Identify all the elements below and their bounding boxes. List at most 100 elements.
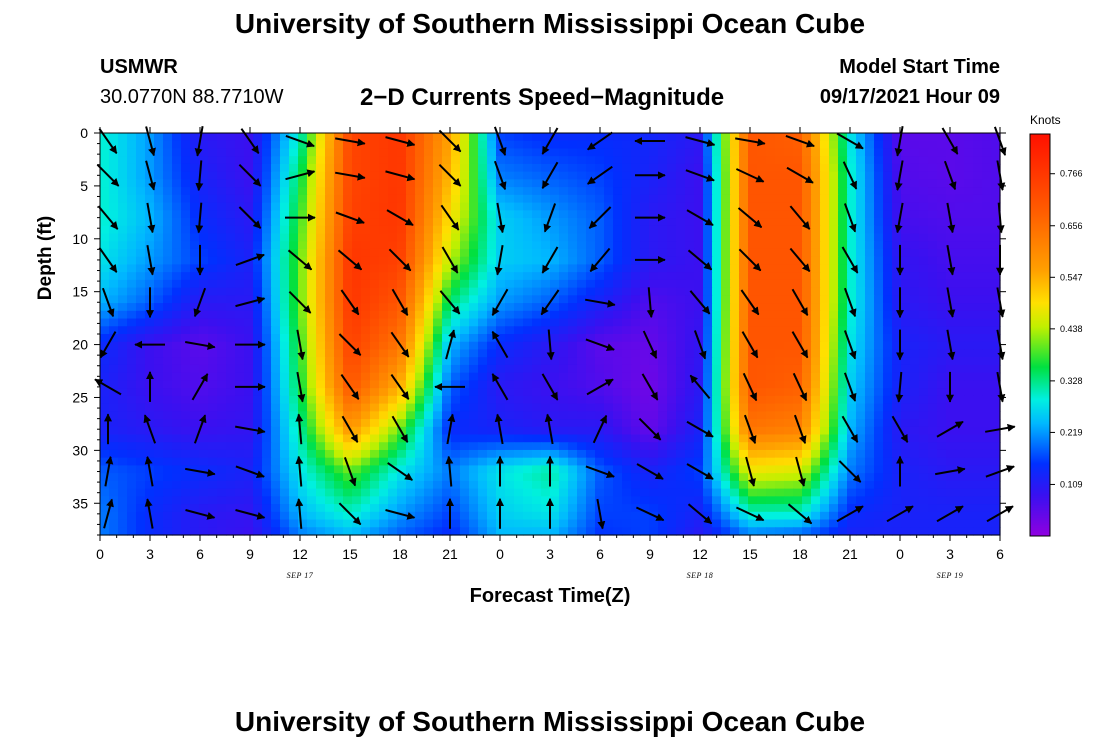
heatmap-cell — [622, 388, 632, 397]
heatmap-cell — [955, 140, 965, 150]
heatmap-cell — [865, 434, 875, 443]
heatmap-cell — [199, 426, 209, 436]
heatmap-cell — [208, 496, 218, 505]
heatmap-cell — [685, 434, 695, 443]
heatmap-cell — [172, 426, 182, 436]
heatmap-cell — [298, 256, 308, 266]
heatmap-cell — [667, 295, 677, 304]
heatmap-cell — [604, 241, 614, 250]
heatmap-cell — [568, 163, 578, 173]
heatmap-cell — [172, 395, 182, 405]
heatmap-cell — [460, 310, 470, 320]
heatmap-cell — [208, 326, 218, 335]
heatmap-cell — [415, 480, 425, 490]
heatmap-cell — [469, 202, 479, 211]
heatmap-cell — [370, 364, 380, 374]
heatmap-cell — [631, 264, 641, 273]
heatmap-cell — [181, 434, 191, 443]
heatmap-cell — [676, 303, 686, 312]
heatmap-cell — [883, 303, 893, 312]
heatmap-cell — [451, 133, 461, 142]
heatmap-cell — [172, 380, 182, 389]
heatmap-cell — [397, 473, 407, 482]
heatmap-cell — [703, 179, 713, 188]
heatmap-cell — [388, 457, 398, 467]
heatmap-cell — [640, 341, 650, 351]
heatmap-cell — [550, 295, 560, 304]
heatmap-cell — [460, 457, 470, 467]
heatmap-cell — [658, 303, 668, 312]
heatmap-cell — [910, 426, 920, 436]
heatmap-cell — [361, 272, 371, 281]
heatmap-cell — [433, 473, 443, 482]
heatmap-cell — [937, 504, 947, 513]
heatmap-cell — [964, 179, 974, 188]
heatmap-cell — [307, 357, 317, 366]
heatmap-cell — [721, 419, 731, 428]
heatmap-cell — [730, 488, 740, 497]
heatmap-cell — [883, 187, 893, 196]
heatmap-cell — [694, 504, 704, 513]
heatmap-cell — [379, 480, 389, 490]
heatmap-cell — [361, 187, 371, 196]
heatmap-cell — [109, 411, 119, 420]
heatmap-cell — [847, 364, 857, 374]
heatmap-cell — [316, 372, 326, 381]
heatmap-cell — [604, 133, 614, 142]
heatmap-cell — [433, 148, 443, 157]
heatmap-cell — [784, 256, 794, 266]
heatmap-cell — [190, 279, 200, 289]
heatmap-cell — [694, 473, 704, 482]
heatmap-cell — [226, 395, 236, 405]
heatmap-cell — [172, 488, 182, 497]
heatmap-cell — [685, 488, 695, 497]
heatmap-cell — [154, 287, 164, 296]
heatmap-cell — [658, 411, 668, 420]
heatmap-cell — [127, 357, 137, 366]
heatmap-cell — [757, 248, 767, 258]
heatmap-cell — [604, 140, 614, 150]
heatmap-cell — [388, 334, 398, 343]
heatmap-cell — [577, 334, 587, 343]
heatmap-cell — [100, 264, 110, 273]
heatmap-cell — [748, 295, 758, 304]
heatmap-cell — [343, 364, 353, 374]
heatmap-cell — [748, 210, 758, 219]
heatmap-cell — [757, 163, 767, 173]
heatmap-cell — [559, 179, 569, 188]
heatmap-cell — [595, 403, 605, 412]
heatmap-cell — [649, 218, 659, 227]
heatmap-cell — [433, 248, 443, 258]
heatmap-cell — [127, 303, 137, 312]
heatmap-cell — [973, 171, 983, 180]
heatmap-cell — [820, 411, 830, 420]
heatmap-cell — [379, 465, 389, 474]
heatmap-cell — [721, 233, 731, 242]
heatmap-cell — [469, 248, 479, 258]
heatmap-cell — [775, 511, 785, 521]
heatmap-cell — [172, 287, 182, 296]
heatmap-cell — [946, 504, 956, 513]
heatmap-cell — [226, 326, 236, 335]
heatmap-cell — [532, 202, 542, 211]
heatmap-cell — [820, 171, 830, 180]
heatmap-cell — [442, 256, 452, 266]
heatmap-cell — [415, 287, 425, 296]
heatmap-cell — [289, 310, 299, 320]
heatmap-cell — [118, 326, 128, 335]
heatmap-cell — [865, 241, 875, 250]
heatmap-cell — [964, 426, 974, 436]
heatmap-cell — [811, 349, 821, 358]
heatmap-cell — [154, 202, 164, 211]
heatmap-cell — [865, 218, 875, 227]
heatmap-cell — [622, 233, 632, 242]
heatmap-cell — [946, 318, 956, 327]
heatmap-cell — [541, 480, 551, 490]
heatmap-cell — [658, 163, 668, 173]
heatmap-cell — [352, 341, 362, 351]
heatmap-cell — [325, 233, 335, 242]
heatmap-cell — [802, 194, 812, 204]
heatmap-cell — [946, 287, 956, 296]
heatmap-cell — [361, 442, 371, 451]
heatmap-cell — [379, 334, 389, 343]
